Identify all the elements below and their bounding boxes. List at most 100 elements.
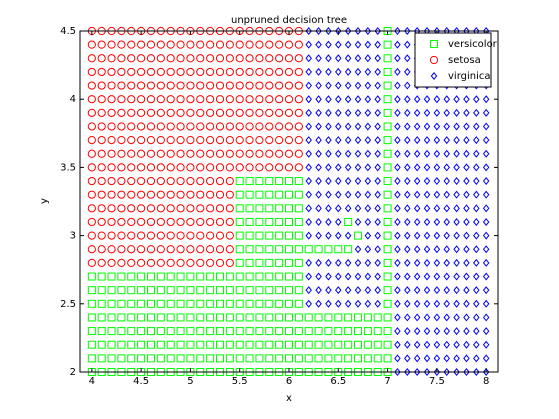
square-marker xyxy=(383,231,392,240)
diamond-marker xyxy=(433,217,441,226)
circle-marker xyxy=(127,258,136,267)
square-marker xyxy=(127,340,136,349)
circle-marker xyxy=(235,136,244,145)
diamond-marker xyxy=(335,95,342,104)
circle-marker xyxy=(255,54,264,63)
diamond-marker xyxy=(433,327,441,336)
diamond-marker xyxy=(374,272,381,281)
diamond-marker xyxy=(423,368,431,376)
square-marker xyxy=(206,313,215,322)
diamond-marker xyxy=(315,67,322,76)
circle-marker xyxy=(117,136,126,145)
diamond-marker xyxy=(443,95,450,104)
diamond-marker xyxy=(404,108,411,117)
diamond-marker xyxy=(325,108,332,117)
diamond-marker xyxy=(443,204,450,213)
diamond-marker xyxy=(394,177,401,186)
diamond-marker xyxy=(423,95,431,104)
diamond-marker xyxy=(394,217,401,226)
diamond-marker xyxy=(325,217,332,226)
circle-marker xyxy=(107,81,116,90)
square-marker xyxy=(275,286,284,295)
circle-marker xyxy=(245,136,254,145)
circle-marker xyxy=(107,217,116,227)
square-marker xyxy=(275,299,284,308)
diamond-marker xyxy=(453,95,460,104)
circle-marker xyxy=(206,67,215,77)
square-marker xyxy=(127,299,136,308)
circle-marker xyxy=(156,190,165,199)
circle-marker xyxy=(146,40,156,49)
square-marker xyxy=(324,245,333,254)
circle-marker xyxy=(265,108,274,117)
circle-marker xyxy=(235,81,244,90)
circle-marker xyxy=(97,122,106,131)
circle-marker xyxy=(215,108,225,117)
circle-marker xyxy=(275,136,284,145)
square-marker xyxy=(235,190,244,199)
diamond-marker xyxy=(325,231,332,240)
square-marker xyxy=(383,149,392,158)
diamond-marker xyxy=(344,54,352,63)
circle-marker xyxy=(265,149,274,158)
square-marker xyxy=(127,354,136,363)
diamond-marker xyxy=(473,354,480,363)
diamond-marker xyxy=(473,108,480,117)
circle-marker xyxy=(235,95,244,104)
circle-marker xyxy=(225,190,234,199)
square-marker xyxy=(225,327,234,336)
diamond-marker xyxy=(305,54,312,63)
square-marker xyxy=(225,299,234,308)
square-marker xyxy=(383,245,392,254)
circle-marker xyxy=(97,190,106,199)
square-marker xyxy=(334,327,343,336)
diamond-marker xyxy=(423,204,431,213)
diamond-marker xyxy=(463,149,470,158)
circle-marker xyxy=(245,122,254,131)
square-marker xyxy=(383,313,392,322)
circle-marker xyxy=(265,136,274,145)
diamond-marker xyxy=(335,136,342,145)
circle-marker xyxy=(97,149,106,158)
diamond-marker xyxy=(325,67,332,76)
circle-marker xyxy=(137,136,146,145)
square-marker xyxy=(97,313,106,322)
square-marker xyxy=(265,190,274,199)
square-marker xyxy=(156,272,165,281)
circle-marker xyxy=(117,40,126,49)
circle-marker xyxy=(215,176,225,186)
square-marker xyxy=(383,95,392,104)
square-marker xyxy=(265,177,274,186)
square-marker xyxy=(186,272,195,281)
diamond-marker xyxy=(335,54,342,63)
square-marker xyxy=(166,272,175,281)
square-marker xyxy=(294,354,303,363)
circle-marker xyxy=(137,54,146,63)
diamond-marker xyxy=(394,286,401,295)
y-tick-label: 2.5 xyxy=(60,299,76,310)
square-marker xyxy=(383,258,392,267)
square-marker xyxy=(383,67,392,76)
circle-marker xyxy=(146,245,156,254)
circle-marker xyxy=(284,95,294,104)
circle-marker xyxy=(137,176,146,186)
square-marker xyxy=(334,340,343,349)
diamond-marker xyxy=(335,122,342,131)
circle-marker xyxy=(206,204,215,213)
diamond-marker xyxy=(364,190,372,199)
circle-marker xyxy=(146,108,156,117)
diamond-marker xyxy=(364,245,372,254)
square-marker xyxy=(383,340,392,349)
circle-marker xyxy=(196,245,205,254)
diamond-marker xyxy=(423,299,431,308)
square-marker xyxy=(314,313,323,322)
diamond-marker xyxy=(453,149,460,158)
diamond-marker xyxy=(344,136,352,145)
circle-marker xyxy=(255,67,264,77)
circle-marker xyxy=(186,204,195,213)
diamond-marker xyxy=(443,190,450,199)
circle-marker xyxy=(255,122,264,131)
circle-marker xyxy=(215,258,225,267)
circle-marker xyxy=(117,190,126,199)
circle-marker xyxy=(156,54,165,63)
